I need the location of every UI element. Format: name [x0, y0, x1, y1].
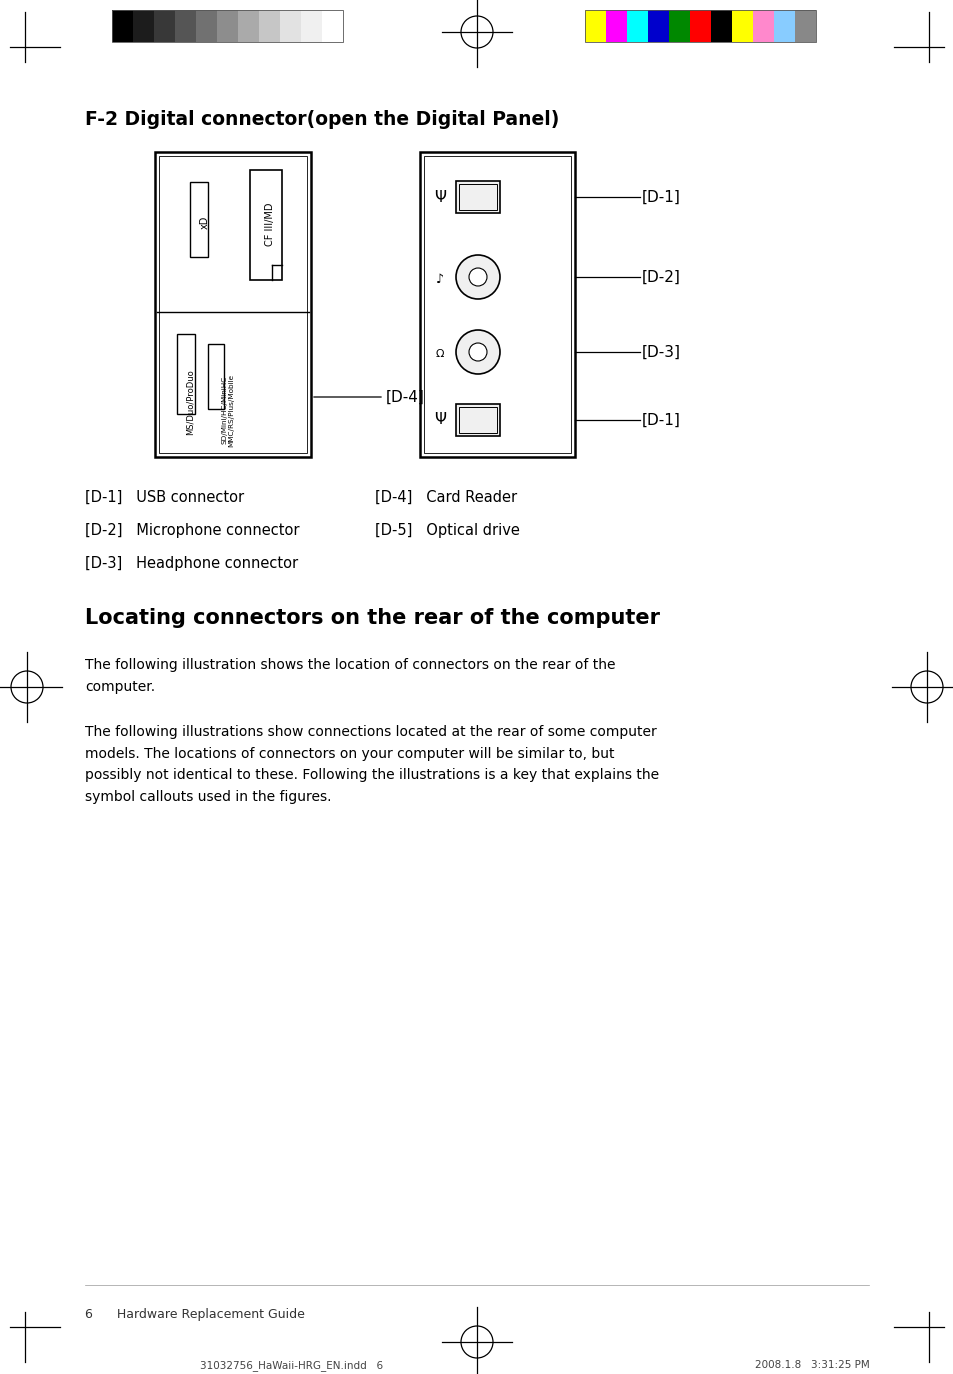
Text: xD: xD: [200, 216, 210, 228]
Text: Ψ: Ψ: [434, 190, 446, 205]
Bar: [668, 10, 689, 43]
Bar: [216, 10, 237, 43]
Bar: [458, 407, 497, 433]
Circle shape: [469, 268, 486, 286]
Bar: [258, 10, 280, 43]
Bar: [584, 10, 605, 43]
Bar: [689, 10, 710, 43]
Text: 31032756_HaWaii-HRG_EN.indd   6: 31032756_HaWaii-HRG_EN.indd 6: [200, 1360, 383, 1371]
Text: [D-5]   Optical drive: [D-5] Optical drive: [375, 523, 519, 539]
Bar: [208, 344, 224, 409]
Text: 2008.1.8   3:31:25 PM: 2008.1.8 3:31:25 PM: [755, 1360, 869, 1370]
Circle shape: [456, 256, 499, 300]
Text: MS/Duo/ProDuo: MS/Duo/ProDuo: [185, 370, 194, 436]
Text: [D-2]   Microphone connector: [D-2] Microphone connector: [85, 523, 299, 539]
Bar: [250, 170, 282, 280]
Bar: [456, 181, 499, 213]
Text: [D-1]   USB connector: [D-1] USB connector: [85, 491, 244, 506]
Text: CF III/MD: CF III/MD: [265, 202, 274, 246]
Bar: [132, 10, 153, 43]
Bar: [710, 10, 731, 43]
Bar: [159, 157, 307, 453]
Bar: [237, 10, 258, 43]
Text: 6      Hardware Replacement Guide: 6 Hardware Replacement Guide: [85, 1308, 305, 1320]
Text: [D-2]: [D-2]: [641, 269, 680, 284]
Text: Ω: Ω: [436, 349, 444, 359]
Bar: [423, 157, 571, 453]
Bar: [154, 153, 311, 458]
Bar: [174, 10, 195, 43]
Circle shape: [469, 344, 486, 361]
Text: SD/Mini/HC/MiniHC
MMC/RS/Plus/Mobile: SD/Mini/HC/MiniHC MMC/RS/Plus/Mobile: [221, 374, 234, 447]
Bar: [419, 153, 575, 458]
Text: ♪: ♪: [436, 272, 443, 286]
Bar: [773, 10, 794, 43]
Bar: [112, 10, 132, 43]
Bar: [195, 10, 216, 43]
Text: F-2 Digital connector(open the Digital Panel): F-2 Digital connector(open the Digital P…: [85, 110, 558, 129]
Text: [D-4]   Card Reader: [D-4] Card Reader: [375, 491, 517, 506]
Bar: [190, 181, 208, 257]
Bar: [456, 404, 499, 436]
Bar: [647, 10, 668, 43]
Text: Ψ: Ψ: [434, 412, 446, 427]
Bar: [584, 10, 815, 43]
Bar: [605, 10, 626, 43]
Bar: [752, 10, 773, 43]
Bar: [322, 10, 343, 43]
Text: [D-3]   Headphone connector: [D-3] Headphone connector: [85, 556, 297, 572]
Bar: [301, 10, 322, 43]
Text: [D-1]: [D-1]: [641, 412, 680, 427]
Circle shape: [456, 330, 499, 374]
Text: [D-1]: [D-1]: [641, 190, 680, 205]
Bar: [112, 10, 343, 43]
Bar: [731, 10, 752, 43]
Bar: [794, 10, 815, 43]
Bar: [458, 184, 497, 210]
Bar: [626, 10, 647, 43]
Bar: [177, 334, 194, 414]
Text: [D-4]: [D-4]: [386, 389, 424, 404]
Text: The following illustration shows the location of connectors on the rear of the
c: The following illustration shows the loc…: [85, 658, 615, 694]
Text: The following illustrations show connections located at the rear of some compute: The following illustrations show connect…: [85, 725, 659, 804]
Text: Locating connectors on the rear of the computer: Locating connectors on the rear of the c…: [85, 609, 659, 628]
Text: [D-3]: [D-3]: [641, 345, 680, 360]
Bar: [280, 10, 301, 43]
Bar: [153, 10, 174, 43]
